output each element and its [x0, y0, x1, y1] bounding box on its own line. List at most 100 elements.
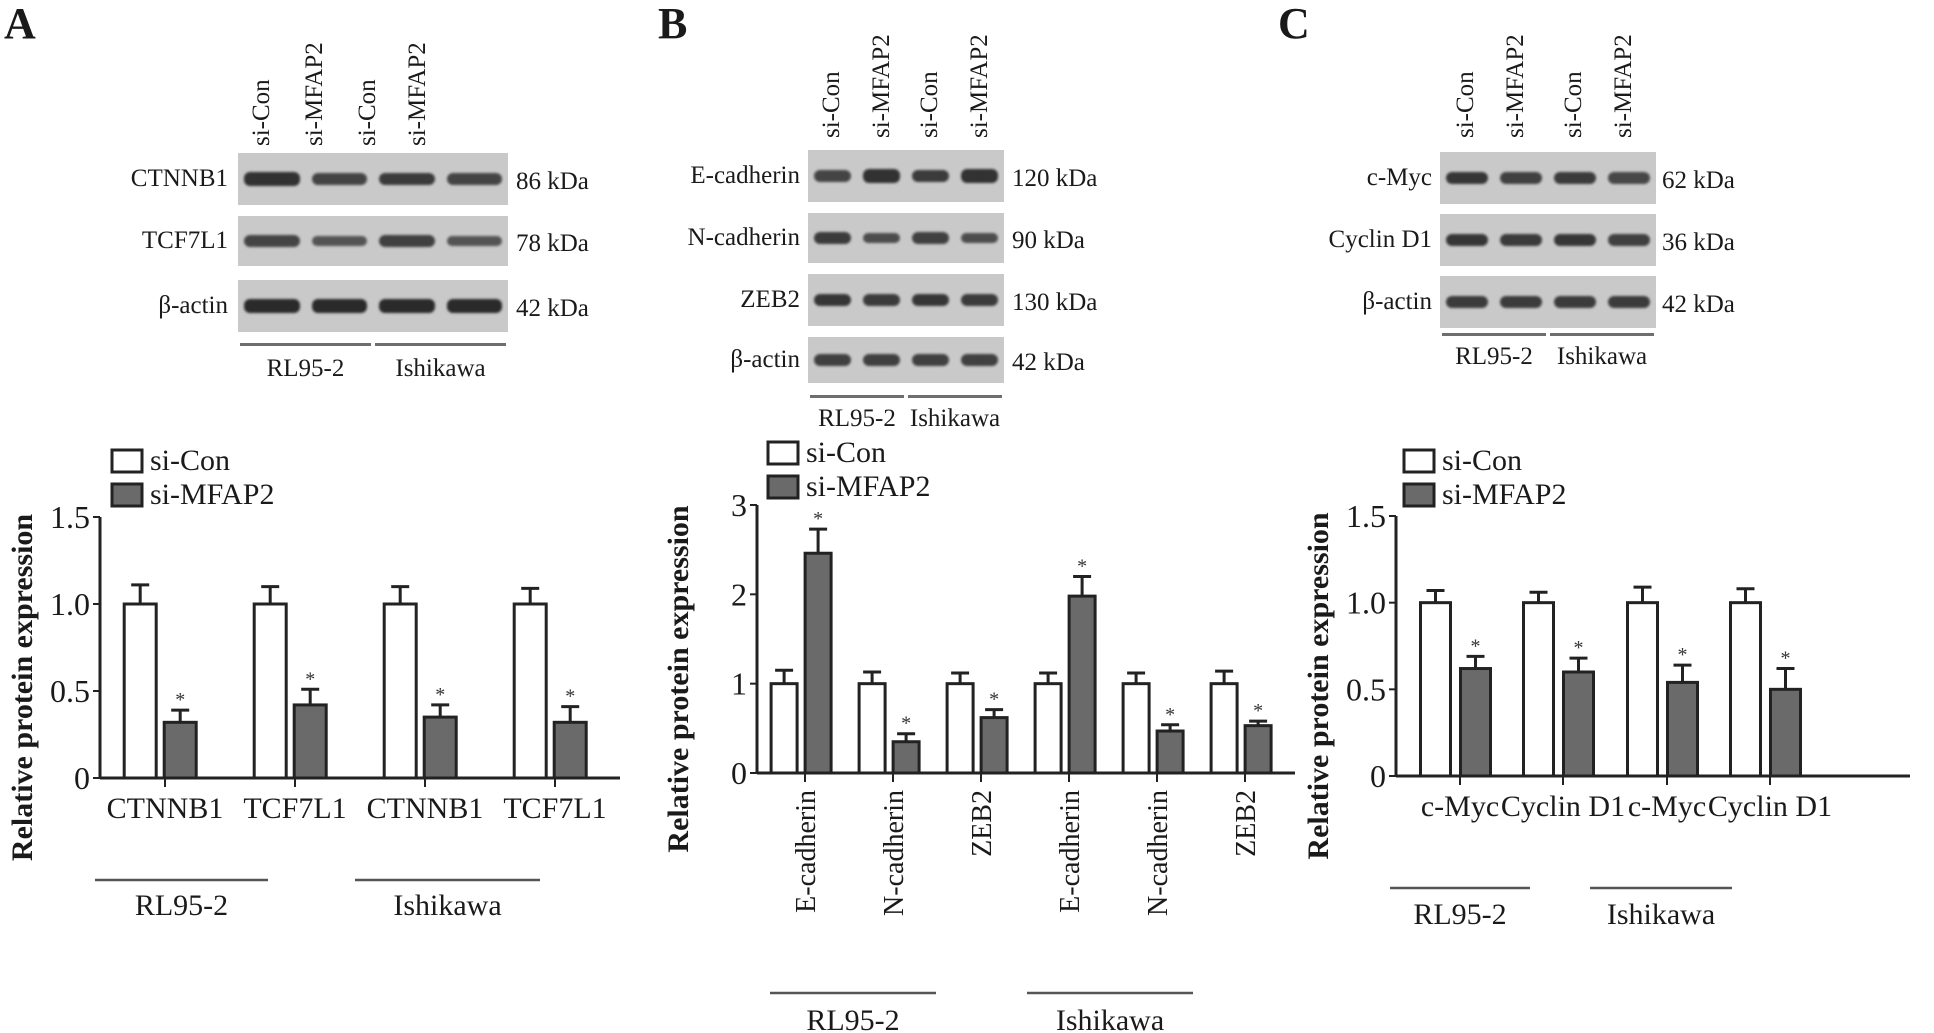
- cell-line-label: Ishikawa: [909, 405, 1001, 432]
- protein-band: [814, 293, 851, 307]
- x-tick-label: c-Myc: [1628, 790, 1706, 823]
- protein-label: TCF7L1: [141, 227, 228, 254]
- protein-band: [961, 293, 998, 307]
- protein-label: N-cadherin: [687, 224, 800, 251]
- cell-line-bracket: [1442, 333, 1546, 336]
- bar-si-mfap2: [1459, 667, 1492, 778]
- significance-marker: *: [1678, 644, 1688, 666]
- protein-band: [863, 293, 900, 307]
- protein-label: CTNNB1: [130, 165, 228, 192]
- significance-marker: *: [305, 668, 315, 690]
- molecular-weight-label: 78 kDa: [516, 230, 589, 257]
- protein-band: [1500, 295, 1542, 309]
- x-tick-label: c-Myc: [1421, 790, 1499, 823]
- protein-band: [863, 354, 900, 366]
- protein-band: [814, 354, 851, 366]
- cell-line-label: RL95-2: [1455, 343, 1533, 370]
- legend-label: si-Con: [806, 436, 886, 469]
- protein-label: ZEB2: [740, 286, 800, 313]
- y-tick-label: 1.0: [50, 586, 90, 622]
- bar-si-con: [382, 602, 418, 780]
- protein-label: c-Myc: [1366, 164, 1432, 191]
- x-tick-label: N-cadherin: [879, 790, 910, 916]
- legend-label: si-MFAP2: [806, 470, 930, 503]
- bar-si-con: [1209, 682, 1239, 775]
- protein-band: [1554, 295, 1596, 309]
- significance-marker: *: [1253, 700, 1263, 722]
- protein-band: [1500, 172, 1542, 184]
- protein-band: [912, 169, 949, 183]
- x-tick-label: CTNNB1: [367, 792, 484, 825]
- bar-si-mfap2: [1769, 687, 1802, 778]
- bar-si-con: [1626, 601, 1659, 778]
- cell-line-bracket: [908, 395, 1002, 398]
- bar-si-con: [122, 602, 158, 780]
- protein-band: [1446, 233, 1488, 247]
- molecular-weight-label: 120 kDa: [1012, 165, 1098, 192]
- x-tick-label: E-cadherin: [791, 790, 822, 913]
- y-tick-label: 0: [1370, 758, 1386, 794]
- cell-line-bracket: [1550, 333, 1654, 336]
- protein-band: [311, 236, 367, 246]
- significance-marker: *: [1574, 637, 1584, 659]
- bar-si-mfap2: [422, 715, 458, 780]
- x-tick-label: E-cadherin: [1055, 790, 1086, 913]
- bar-si-con: [1729, 601, 1762, 778]
- bar-si-con: [945, 682, 975, 775]
- legend-label: si-Con: [150, 444, 230, 477]
- group-label: RL95-2: [806, 1004, 899, 1033]
- group-label: RL95-2: [1413, 898, 1506, 931]
- significance-marker: *: [1077, 555, 1087, 577]
- bar-si-mfap2: [552, 720, 588, 780]
- protein-band: [961, 232, 998, 244]
- molecular-weight-label: 86 kDa: [516, 168, 589, 195]
- cell-line-label: Ishikawa: [1556, 343, 1648, 370]
- bar-si-mfap2: [1562, 670, 1595, 778]
- protein-band: [912, 293, 949, 307]
- x-tick-label: ZEB2: [1231, 790, 1262, 857]
- legend-swatch-si-con: [110, 448, 144, 474]
- bar-si-mfap2: [803, 551, 833, 775]
- molecular-weight-label: 42 kDa: [1662, 291, 1735, 318]
- protein-band: [1446, 171, 1488, 185]
- bar-si-mfap2: [891, 740, 921, 775]
- y-tick-label: 0: [74, 760, 90, 796]
- significance-marker: *: [435, 684, 445, 706]
- group-label: Ishikawa: [393, 889, 501, 922]
- molecular-weight-label: 42 kDa: [516, 295, 589, 322]
- y-tick-label: 2: [731, 576, 747, 612]
- protein-band: [863, 169, 900, 183]
- protein-band: [912, 354, 949, 366]
- legend-label: si-MFAP2: [1442, 478, 1566, 511]
- protein-band: [446, 299, 502, 313]
- panel-letter-c: C: [1278, 0, 1310, 48]
- molecular-weight-label: 36 kDa: [1662, 229, 1735, 256]
- protein-label: Cyclin D1: [1328, 226, 1432, 253]
- molecular-weight-label: 42 kDa: [1012, 349, 1085, 376]
- legend-label: si-Con: [1442, 444, 1522, 477]
- cell-line-bracket: [375, 343, 506, 346]
- y-axis-title: Relative protein expression: [1302, 512, 1335, 860]
- significance-marker: *: [175, 689, 185, 711]
- cell-line-label: Ishikawa: [395, 355, 486, 382]
- x-tick-label: TCF7L1: [243, 792, 346, 825]
- protein-band: [814, 231, 851, 245]
- y-axis-title: Relative protein expression: [6, 514, 39, 862]
- y-axis-title: Relative protein expression: [662, 505, 695, 853]
- protein-band: [814, 170, 851, 182]
- cell-line-label: RL95-2: [266, 355, 345, 382]
- bar-si-con: [1522, 601, 1555, 778]
- x-tick-label: CTNNB1: [107, 792, 224, 825]
- significance-marker: *: [1471, 635, 1481, 657]
- y-tick-label: 0.5: [1346, 671, 1386, 707]
- y-tick-label: 1: [731, 666, 747, 702]
- panel-letter-b: B: [658, 0, 688, 48]
- protein-band: [1608, 172, 1650, 184]
- group-label: Ishikawa: [1056, 1004, 1164, 1033]
- bar-si-con: [1121, 682, 1151, 775]
- x-tick-label: Cyclin D1: [1708, 790, 1832, 823]
- protein-band: [1554, 233, 1596, 247]
- protein-label: E-cadherin: [690, 162, 800, 189]
- protein-band: [961, 169, 998, 183]
